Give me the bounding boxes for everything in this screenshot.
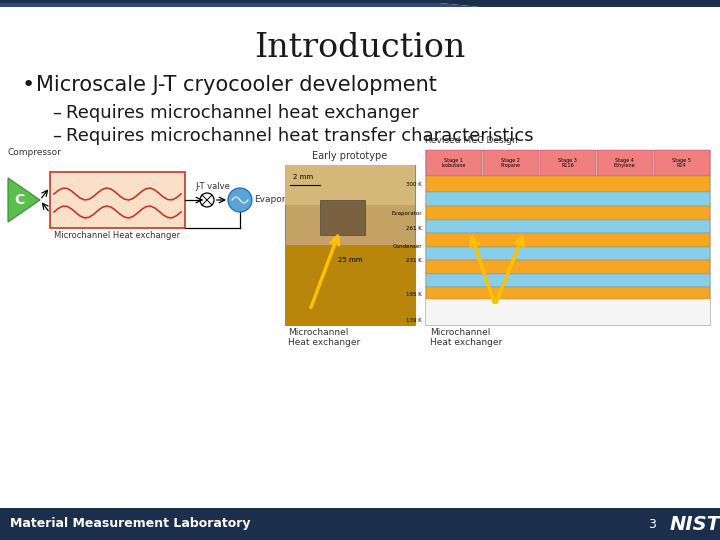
Bar — [425, 150, 710, 325]
Polygon shape — [0, 0, 720, 7]
Bar — [426, 192, 709, 206]
Text: Stage 2
Propane: Stage 2 Propane — [500, 158, 521, 168]
Text: Introduction: Introduction — [254, 32, 466, 64]
Bar — [426, 287, 709, 299]
Text: Condenser: Condenser — [392, 244, 422, 248]
Text: 139 K: 139 K — [406, 319, 422, 323]
Text: –: – — [52, 104, 61, 122]
Text: –: – — [52, 127, 61, 145]
Text: Evaporator: Evaporator — [254, 195, 304, 205]
Bar — [654, 150, 709, 176]
Bar — [285, 165, 415, 205]
Bar — [426, 176, 709, 192]
Circle shape — [228, 188, 252, 212]
Text: 231 K: 231 K — [406, 258, 422, 262]
Text: 261 K: 261 K — [406, 226, 422, 231]
Text: Stage 1
Isobutane: Stage 1 Isobutane — [441, 158, 466, 168]
Text: Stage 3
R116: Stage 3 R116 — [558, 158, 577, 168]
Text: Evaporator: Evaporator — [392, 212, 422, 217]
Bar — [50, 172, 185, 228]
Bar — [426, 206, 709, 220]
Bar — [0, 508, 720, 540]
Text: J-T valve: J-T valve — [195, 182, 230, 191]
Polygon shape — [8, 178, 40, 222]
Text: 2 mm: 2 mm — [293, 174, 313, 180]
Bar — [539, 150, 595, 176]
Bar — [596, 150, 652, 176]
Text: Microscale J-T cryocooler development: Microscale J-T cryocooler development — [36, 75, 437, 95]
Text: •: • — [22, 75, 35, 95]
Text: 25 mm: 25 mm — [338, 257, 362, 263]
Text: Requires microchannel heat exchanger: Requires microchannel heat exchanger — [66, 104, 419, 122]
Text: Stage 4
Ethylene: Stage 4 Ethylene — [613, 158, 635, 168]
Text: Microchannel
Heat exchanger: Microchannel Heat exchanger — [430, 328, 503, 347]
Text: Requires microchannel heat transfer characteristics: Requires microchannel heat transfer char… — [66, 127, 534, 145]
Bar — [285, 245, 415, 325]
Text: 195 K: 195 K — [406, 292, 422, 296]
Bar — [426, 260, 709, 274]
Bar — [426, 150, 482, 176]
Bar — [426, 220, 709, 233]
Text: Microchannel
Heat exchanger: Microchannel Heat exchanger — [288, 328, 360, 347]
Text: 3: 3 — [648, 517, 656, 530]
Bar — [426, 247, 709, 260]
Text: NIST: NIST — [670, 515, 720, 534]
Text: Material Measurement Laboratory: Material Measurement Laboratory — [10, 517, 251, 530]
Bar — [426, 274, 709, 287]
Bar — [482, 150, 539, 176]
Text: C: C — [14, 193, 24, 207]
Bar — [320, 200, 365, 235]
Bar — [285, 165, 415, 325]
Text: Microchannel Heat exchanger: Microchannel Heat exchanger — [55, 231, 181, 240]
Text: Compressor: Compressor — [8, 148, 62, 157]
Polygon shape — [0, 3, 480, 7]
Bar — [426, 233, 709, 247]
Text: Early prototype: Early prototype — [312, 151, 387, 161]
Text: Revised MCC Design: Revised MCC Design — [425, 136, 518, 145]
Text: Stage 5
R14: Stage 5 R14 — [672, 158, 691, 168]
Text: 300 K: 300 K — [406, 181, 422, 186]
